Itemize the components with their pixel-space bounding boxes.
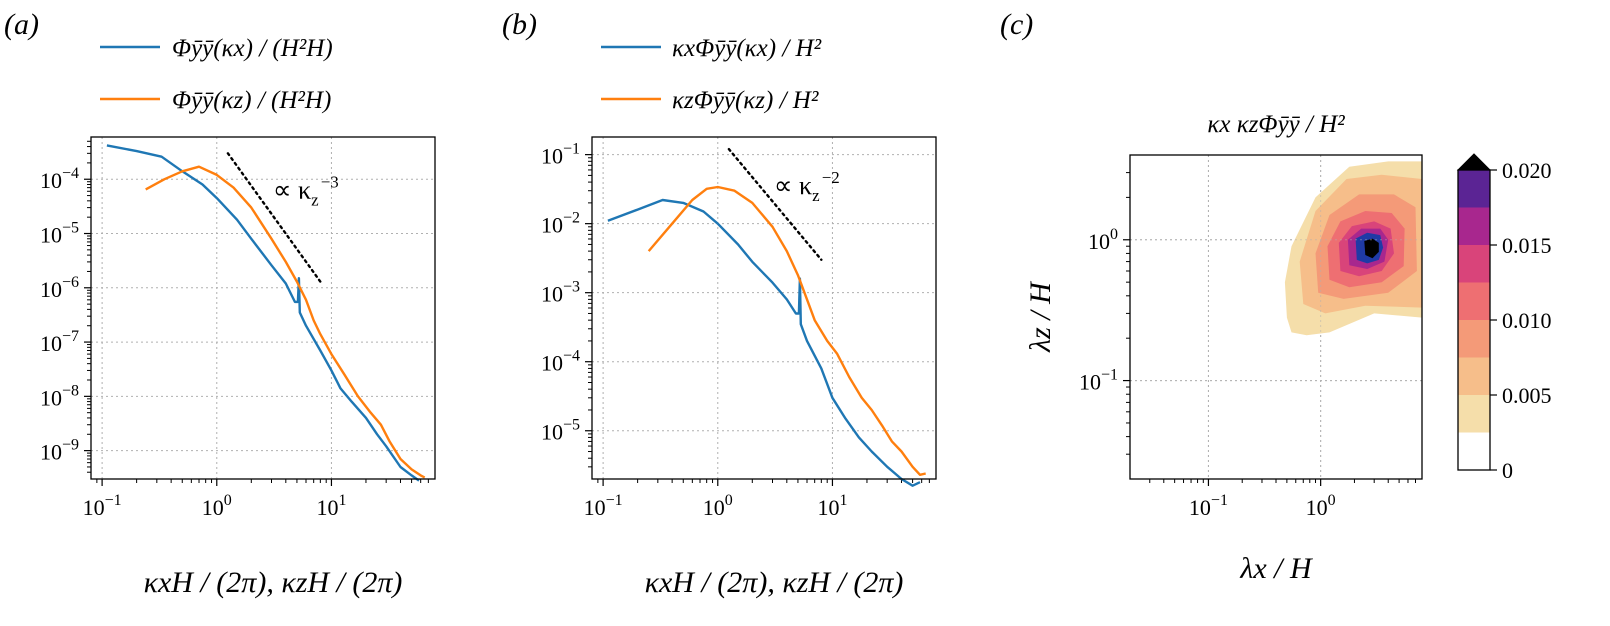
panel-c: (c) κx κzΦȳȳ / H² 10−1 100 10−1 100 λx / H λz /… bbox=[1000, 8, 1552, 585]
x-tick-label: 100 bbox=[202, 492, 232, 520]
legend-label-1: Φȳȳ(κx) / (H²H) bbox=[172, 35, 333, 62]
reference-line-label: ∝ κz −2 bbox=[774, 168, 842, 205]
panel-label: (b) bbox=[502, 8, 537, 41]
series-line-1 bbox=[607, 198, 921, 487]
legend-label-2: κzΦȳȳ(κz) / H² bbox=[672, 87, 819, 114]
colorbar-band bbox=[1458, 432, 1490, 470]
legend-label-2: Φȳȳ(κz) / (H²H) bbox=[172, 87, 331, 114]
colorbar-tick-label: 0.005 bbox=[1502, 383, 1552, 408]
series-line-2 bbox=[647, 185, 926, 476]
colorbar-band bbox=[1458, 320, 1490, 358]
colorbar-tick-label: 0.015 bbox=[1502, 233, 1552, 258]
colorbar-band bbox=[1458, 245, 1490, 283]
panel-a: (a) 10−1 100 101 10−9 10−8 10−7 10−6 10−5 10−4 ∝ κ… bbox=[4, 8, 436, 599]
legend-label-1: κxΦȳȳ(κx) / H² bbox=[672, 35, 822, 62]
y-tick-label: 10−6 bbox=[40, 274, 79, 302]
axes-frame bbox=[1129, 154, 1423, 480]
y-tick-label: 100 bbox=[1088, 226, 1118, 254]
reference-line bbox=[226, 152, 322, 283]
colorbar-tick-label: 0.020 bbox=[1502, 158, 1552, 183]
y-tick-label: 10−9 bbox=[40, 437, 79, 465]
contour-level-8 bbox=[1364, 238, 1379, 259]
y-tick-label: 10−7 bbox=[40, 328, 79, 356]
y-tick-label: 10−3 bbox=[541, 279, 580, 307]
colorbar-band bbox=[1458, 357, 1490, 395]
colorbar-band bbox=[1458, 282, 1490, 320]
reference-line-label: ∝ κz −3 bbox=[273, 172, 341, 209]
colorbar-extend-triangle bbox=[1456, 153, 1492, 171]
y-tick-label: 10−5 bbox=[541, 417, 580, 445]
x-axis-label: λx / H bbox=[1239, 552, 1314, 585]
y-axis-label: λz / H bbox=[1024, 280, 1057, 353]
colorbar-tick-label: 0 bbox=[1502, 458, 1513, 483]
y-tick-label: 10−8 bbox=[40, 382, 79, 410]
axes-frame bbox=[90, 136, 436, 480]
panel-label: (c) bbox=[1000, 8, 1033, 41]
axes-frame bbox=[591, 136, 937, 480]
x-tick-label: 100 bbox=[1306, 492, 1336, 520]
x-tick-label: 101 bbox=[316, 492, 346, 520]
panel-b: (b) 10−1 100 101 10−5 10−4 10−3 10−2 10−1 ∝ κz −2… bbox=[502, 8, 937, 599]
x-tick-label: 10−1 bbox=[83, 492, 122, 520]
colorbar-tick-label: 0.010 bbox=[1502, 308, 1552, 333]
reference-line bbox=[727, 147, 823, 261]
x-tick-label: 100 bbox=[703, 492, 733, 520]
x-axis-label: κxH / (2π), κzH / (2π) bbox=[645, 566, 904, 599]
colorbar-band bbox=[1458, 207, 1490, 245]
y-tick-label: 10−5 bbox=[40, 220, 79, 248]
x-axis-label: κxH / (2π), κzH / (2π) bbox=[144, 566, 403, 599]
y-tick-label: 10−1 bbox=[541, 141, 580, 169]
series-line-2 bbox=[145, 165, 426, 479]
x-tick-label: 10−1 bbox=[584, 492, 623, 520]
series-line-1 bbox=[106, 144, 420, 482]
chart-title: κx κzΦȳȳ / H² bbox=[1207, 111, 1345, 138]
y-tick-label: 10−4 bbox=[541, 348, 580, 376]
colorbar-band bbox=[1458, 395, 1490, 433]
colorbar-band bbox=[1458, 170, 1490, 208]
y-tick-label: 10−1 bbox=[1079, 367, 1118, 395]
panel-label: (a) bbox=[4, 8, 39, 41]
x-tick-label: 101 bbox=[817, 492, 847, 520]
y-tick-label: 10−2 bbox=[541, 210, 580, 238]
y-tick-label: 10−4 bbox=[40, 165, 79, 193]
x-tick-label: 10−1 bbox=[1189, 492, 1228, 520]
colorbar: 0 0.005 0.010 0.015 0.020 bbox=[1456, 153, 1552, 483]
